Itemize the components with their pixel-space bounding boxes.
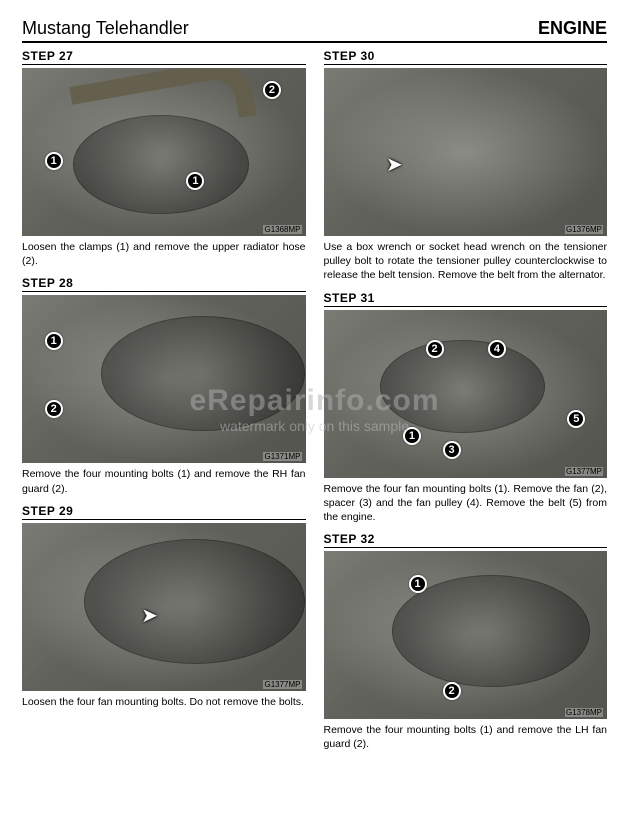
content-columns: STEP 27 1 1 2 G1368MP Loosen the clamps (1) a… <box>22 49 607 759</box>
step-header: STEP 30 <box>324 49 608 65</box>
step-caption: Remove the four fan mounting bolts (1). … <box>324 482 608 525</box>
step-caption: Loosen the four fan mounting bolts. Do n… <box>22 695 306 709</box>
figure-id-label: G1377MP <box>565 467 603 476</box>
step-header: STEP 27 <box>22 49 306 65</box>
page-header: Mustang Telehandler ENGINE <box>22 18 607 43</box>
step-block: STEP 28 1 2 G1371MP Remove the four mounting… <box>22 276 306 495</box>
step-header: STEP 31 <box>324 291 608 307</box>
figure-id-label: G1377MP <box>263 680 301 689</box>
callout-marker: 1 <box>403 427 421 445</box>
callout-marker: 1 <box>45 332 63 350</box>
fan-graphic <box>101 316 305 431</box>
pointer-arrow-icon: ➤ <box>141 603 158 628</box>
step-block: STEP 30 ➤ G1376MP Use a box wrench or socke… <box>324 49 608 283</box>
step-header: STEP 29 <box>22 504 306 520</box>
callout-marker: 5 <box>567 410 585 428</box>
step-caption: Remove the four mounting bolts (1) and r… <box>22 467 306 495</box>
fan-graphic <box>84 539 305 664</box>
step-header: STEP 28 <box>22 276 306 292</box>
callout-marker: 4 <box>488 340 506 358</box>
figure-id-label: G1371MP <box>263 452 301 461</box>
callout-marker: 2 <box>443 682 461 700</box>
step-caption: Remove the four mounting bolts (1) and r… <box>324 723 608 751</box>
callout-marker: 2 <box>45 400 63 418</box>
step-block: STEP 29 ➤ G1377MP Loosen the four fan mount… <box>22 504 306 709</box>
callout-marker: 1 <box>45 152 63 170</box>
pointer-arrow-icon: ➤ <box>386 152 403 177</box>
header-title-left: Mustang Telehandler <box>22 18 189 39</box>
step-block: STEP 32 1 2 G1378MP Remove the four mounting… <box>324 532 608 751</box>
callout-marker: 2 <box>426 340 444 358</box>
figure-id-label: G1368MP <box>263 225 301 234</box>
step-figure: 1 2 G1371MP <box>22 295 306 463</box>
callout-marker: 2 <box>263 81 281 99</box>
right-column: STEP 30 ➤ G1376MP Use a box wrench or socke… <box>324 49 608 759</box>
callout-marker: 3 <box>443 441 461 459</box>
step-block: STEP 27112G1368MPLoosen the clamps (1) a… <box>22 49 306 268</box>
fan-graphic <box>380 340 544 433</box>
figure-id-label: G1376MP <box>565 225 603 234</box>
header-title-right: ENGINE <box>538 18 607 39</box>
step-figure: ➤ G1377MP <box>22 523 306 691</box>
figure-id-label: G1378MP <box>565 708 603 717</box>
step-figure: 1 2 3 4 5 G1377MP <box>324 310 608 478</box>
step-block: STEP 31 1 2 3 4 5 G1377MP Remove the four fan m… <box>324 291 608 525</box>
left-column: STEP 27 1 1 2 G1368MP Loosen the clamps (1) a… <box>22 49 306 759</box>
step-header: STEP 32 <box>324 532 608 548</box>
step-caption: Use a box wrench or socket head wrench o… <box>324 240 608 283</box>
step-figure: 1 2 G1378MP <box>324 551 608 719</box>
step-figure: ➤ G1376MP <box>324 68 608 236</box>
callout-marker: 1 <box>409 575 427 593</box>
step-figure: 112G1368MP <box>22 68 306 236</box>
step-caption: Loosen the clamps (1) and remove the upp… <box>22 240 306 268</box>
